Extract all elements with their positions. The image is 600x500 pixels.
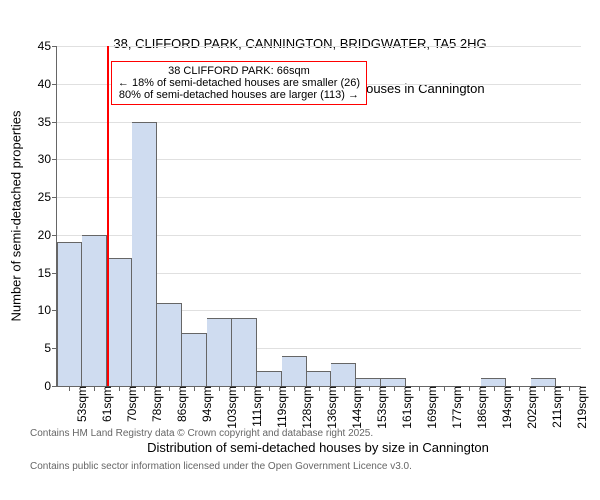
histogram-bar: [57, 242, 82, 386]
x-tick-mark: [569, 386, 570, 391]
histogram-bar: [82, 235, 107, 386]
histogram-bar: [107, 258, 132, 386]
x-tick-mark: [294, 386, 295, 391]
attribution-line-1: Contains HM Land Registry data © Crown c…: [30, 428, 412, 439]
histogram-bar: [182, 333, 207, 386]
histogram-bar: [207, 318, 232, 386]
x-tick-mark: [319, 386, 320, 391]
y-tick-label: 45: [38, 39, 57, 53]
y-axis-label: Number of semi-detached properties: [9, 111, 24, 322]
x-tick-mark: [269, 386, 270, 391]
x-tick-mark: [419, 386, 420, 391]
x-tick-label: 177sqm: [448, 386, 464, 429]
attribution-text: Contains HM Land Registry data © Crown c…: [30, 406, 412, 494]
histogram-bar: [331, 363, 356, 386]
x-tick-mark: [444, 386, 445, 391]
x-tick-mark: [369, 386, 370, 391]
y-tick-label: 15: [38, 266, 57, 280]
x-tick-mark: [69, 386, 70, 391]
y-tick-label: 5: [44, 341, 57, 355]
histogram-bar: [232, 318, 257, 386]
x-tick-mark: [194, 386, 195, 391]
y-tick-label: 10: [38, 303, 57, 317]
histogram-bar: [132, 122, 157, 386]
x-tick-mark: [244, 386, 245, 391]
attribution-line-2: Contains public sector information licen…: [30, 461, 412, 472]
x-tick-mark: [494, 386, 495, 391]
x-tick-mark: [119, 386, 120, 391]
reference-line: [107, 46, 109, 386]
x-tick-label: 202sqm: [523, 386, 539, 429]
annotation-box: 38 CLIFFORD PARK: 66sqm ← 18% of semi-de…: [111, 61, 367, 105]
histogram-bar: [257, 371, 282, 386]
y-tick-label: 35: [38, 115, 57, 129]
y-tick-label: 25: [38, 190, 57, 204]
histogram-bar: [481, 378, 506, 386]
x-tick-label: 169sqm: [423, 386, 439, 429]
x-tick-label: 186sqm: [473, 386, 489, 429]
x-tick-mark: [219, 386, 220, 391]
histogram-bar: [381, 378, 406, 386]
plot-area: 05101520253035404553sqm61sqm70sqm78sqm86…: [56, 46, 581, 387]
x-tick-mark: [519, 386, 520, 391]
histogram-bar: [282, 356, 307, 386]
histogram-bar: [356, 378, 381, 386]
y-tick-label: 40: [38, 77, 57, 91]
y-tick-label: 0: [44, 379, 57, 393]
x-tick-mark: [94, 386, 95, 391]
y-tick-label: 20: [38, 228, 57, 242]
x-tick-label: 211sqm: [548, 386, 564, 428]
y-gridline: [57, 46, 581, 47]
x-tick-mark: [394, 386, 395, 391]
x-tick-mark: [469, 386, 470, 391]
x-tick-label: 219sqm: [573, 386, 589, 429]
x-tick-mark: [169, 386, 170, 391]
x-tick-mark: [144, 386, 145, 391]
y-tick-label: 30: [38, 152, 57, 166]
x-tick-label: 194sqm: [498, 386, 514, 429]
chart-root: 38, CLIFFORD PARK, CANNINGTON, BRIDGWATE…: [0, 0, 600, 500]
histogram-bar: [307, 371, 332, 386]
x-tick-mark: [344, 386, 345, 391]
histogram-bar: [157, 303, 182, 386]
x-tick-mark: [544, 386, 545, 391]
histogram-bar: [531, 378, 556, 386]
